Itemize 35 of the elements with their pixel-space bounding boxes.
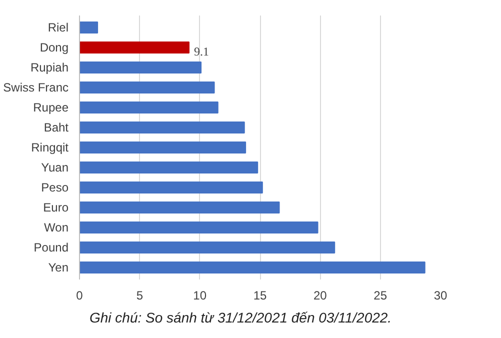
bar bbox=[80, 122, 245, 134]
y-tick-label: Dong bbox=[40, 40, 68, 54]
y-tick-label: Peso bbox=[41, 180, 69, 194]
bar bbox=[80, 42, 190, 54]
bar bbox=[80, 142, 246, 154]
y-tick-label: Rupee bbox=[33, 100, 69, 114]
y-tick-label: Baht bbox=[44, 120, 70, 134]
bar bbox=[80, 82, 215, 94]
data-label: 9.1 bbox=[194, 44, 210, 58]
y-tick-label: Won bbox=[44, 220, 69, 234]
x-tick-label: 25 bbox=[374, 288, 388, 302]
y-tick-label: Pound bbox=[34, 240, 69, 254]
x-tick-label: 20 bbox=[313, 288, 328, 302]
y-tick-label: Swiss Franc bbox=[3, 80, 68, 94]
y-tick-label: Rupiah bbox=[30, 60, 69, 74]
x-tick-label: 5 bbox=[136, 288, 144, 302]
y-tick-label: Ringqit bbox=[31, 140, 70, 154]
bar bbox=[80, 62, 202, 74]
x-tick-label: 0 bbox=[76, 288, 84, 302]
bar bbox=[80, 242, 336, 254]
bar bbox=[80, 22, 98, 34]
y-tick-label: Riel bbox=[48, 20, 68, 34]
y-tick-label: Yen bbox=[48, 260, 68, 274]
text: Ghi chú: So sánh từ 31/12/2021 đến 03/11/2022. bbox=[90, 310, 392, 326]
bar bbox=[80, 182, 263, 194]
x-tick-label: 15 bbox=[253, 288, 267, 302]
bar bbox=[80, 202, 280, 214]
y-tick-label: Euro bbox=[43, 200, 69, 214]
y-tick-label: Yuan bbox=[41, 160, 69, 174]
bar bbox=[80, 222, 318, 234]
bar bbox=[80, 102, 218, 114]
bar bbox=[80, 162, 258, 174]
bar bbox=[80, 262, 426, 274]
x-tick-label: 10 bbox=[193, 288, 207, 302]
x-tick-label: 30 bbox=[434, 288, 448, 302]
